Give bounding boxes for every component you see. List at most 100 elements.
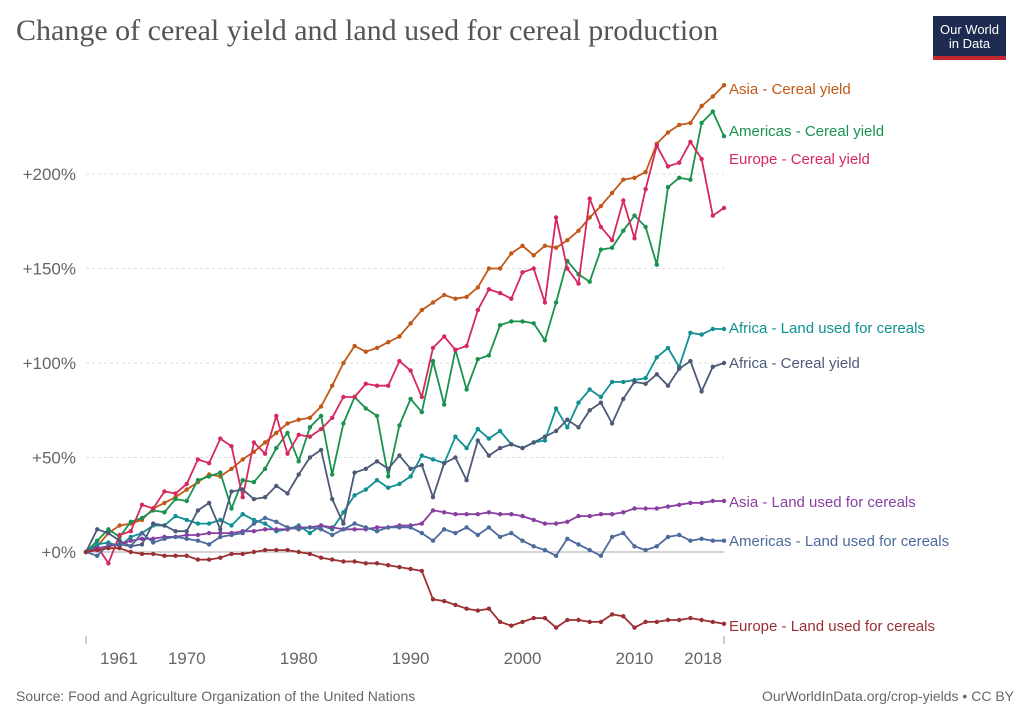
series-labels: Asia - Cereal yield Americas - Cereal yie… xyxy=(729,81,949,635)
series-line xyxy=(85,328,724,553)
data-point xyxy=(699,500,704,506)
data-point xyxy=(352,559,357,564)
data-point xyxy=(128,538,133,543)
data-point xyxy=(419,521,424,526)
data-point xyxy=(251,440,257,445)
data-point xyxy=(598,203,604,209)
y-axis-ticks: +0% +50% +100% +150% +200% xyxy=(23,165,76,562)
data-point xyxy=(587,408,592,413)
data-point xyxy=(352,394,357,400)
data-point xyxy=(654,619,659,625)
owid-logo[interactable]: Our World in Data xyxy=(933,16,1006,60)
data-point xyxy=(576,228,581,233)
data-point xyxy=(352,493,357,498)
data-point xyxy=(206,461,212,466)
data-point xyxy=(139,530,145,536)
data-point xyxy=(430,508,436,513)
data-point xyxy=(162,500,167,506)
series-label: Asia - Cereal yield xyxy=(729,81,851,98)
data-point xyxy=(95,542,100,547)
data-point xyxy=(206,500,212,506)
data-point xyxy=(665,504,671,509)
series-line xyxy=(85,360,725,553)
data-point xyxy=(710,498,715,504)
data-point xyxy=(240,495,245,500)
data-point xyxy=(229,444,234,449)
data-point xyxy=(497,534,503,540)
data-point xyxy=(565,266,570,271)
data-point xyxy=(442,510,447,515)
data-point xyxy=(486,353,492,358)
data-point xyxy=(587,513,592,519)
data-point xyxy=(453,296,458,301)
data-point xyxy=(665,164,671,169)
data-point xyxy=(430,538,436,543)
series-label: Europe - Land used for cereals xyxy=(729,618,935,635)
data-point xyxy=(374,413,380,419)
data-point xyxy=(542,434,548,439)
data-point xyxy=(386,485,391,490)
data-point xyxy=(531,544,536,549)
data-point xyxy=(318,426,324,432)
data-point xyxy=(721,326,727,332)
data-point xyxy=(654,355,659,360)
data-point xyxy=(262,466,268,471)
data-point xyxy=(721,538,727,543)
credit-link[interactable]: OurWorldInData.org/crop-yields • CC BY xyxy=(761,688,1014,704)
data-point xyxy=(341,421,346,426)
data-point xyxy=(453,434,458,439)
data-point xyxy=(654,372,659,377)
data-point xyxy=(285,525,290,530)
data-point xyxy=(218,517,223,523)
data-point xyxy=(162,489,167,494)
data-point xyxy=(128,544,133,549)
data-point xyxy=(509,623,514,628)
data-point xyxy=(262,515,268,521)
data-point xyxy=(128,529,133,534)
data-point xyxy=(542,438,548,443)
data-point xyxy=(151,551,156,557)
data-point xyxy=(206,530,212,536)
data-point xyxy=(565,238,570,243)
data-point xyxy=(430,597,436,602)
data-point xyxy=(442,461,447,466)
data-point xyxy=(307,525,313,530)
data-point xyxy=(117,542,122,547)
data-point xyxy=(654,143,659,148)
data-point xyxy=(531,440,536,445)
data-point xyxy=(151,536,156,541)
y-tick-label: +100% xyxy=(23,354,76,373)
data-point xyxy=(408,566,413,572)
data-point xyxy=(352,470,357,475)
data-point xyxy=(330,557,335,562)
data-point xyxy=(643,224,648,230)
series-label: Americas - Land used for cereals xyxy=(729,533,949,550)
data-point xyxy=(162,536,167,541)
data-point xyxy=(341,527,346,532)
data-point xyxy=(341,521,346,526)
data-point xyxy=(576,400,581,405)
data-point xyxy=(274,413,279,419)
series-group xyxy=(83,109,727,555)
data-point xyxy=(621,228,626,233)
data-point xyxy=(442,292,447,298)
data-point xyxy=(576,281,581,286)
data-point xyxy=(341,510,346,515)
data-point xyxy=(318,413,324,419)
data-point xyxy=(688,358,693,364)
data-point xyxy=(665,534,671,540)
data-point xyxy=(229,489,234,494)
data-point xyxy=(184,553,189,558)
source-note: Source: Food and Agriculture Organizatio… xyxy=(16,688,416,704)
data-point xyxy=(83,549,89,555)
x-axis: 1961 1970 1980 1990 2000 2010 2018 xyxy=(85,636,725,668)
grid-lines xyxy=(86,173,724,553)
data-point xyxy=(699,103,704,109)
data-point xyxy=(453,347,458,352)
data-point xyxy=(520,270,525,275)
data-point xyxy=(117,523,122,528)
data-point xyxy=(408,466,413,471)
data-point xyxy=(285,421,290,426)
data-point xyxy=(587,196,592,201)
